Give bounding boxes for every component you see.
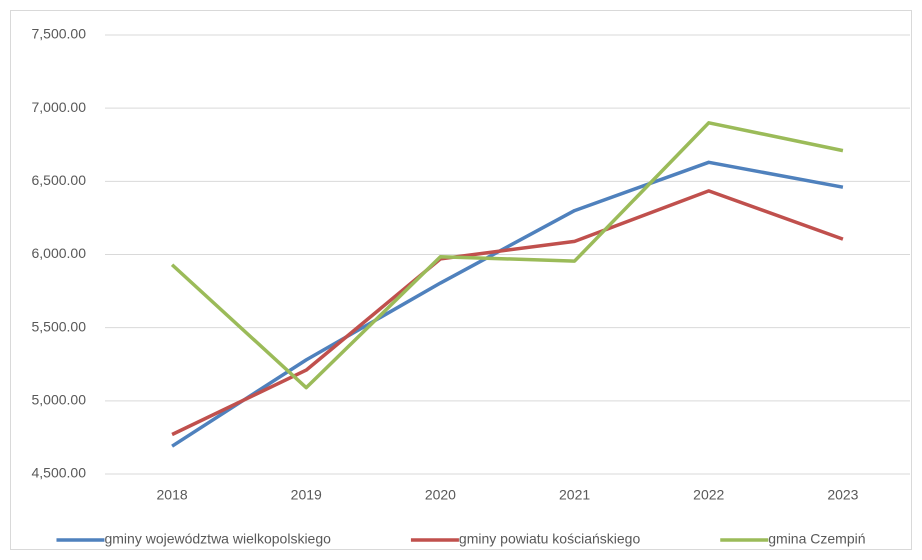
y-tick-label: 6,500.00 — [32, 172, 87, 188]
series-line — [170, 121, 844, 390]
y-tick-label: 7,000.00 — [32, 99, 87, 115]
x-tick-label: 2023 — [827, 487, 858, 503]
legend-label: gminy powiatu kościańskiego — [459, 531, 641, 547]
x-tick-label: 2019 — [291, 487, 322, 503]
y-tick-label: 4,500.00 — [32, 465, 87, 481]
x-tick-label: 2020 — [425, 487, 456, 503]
chart-border — [10, 10, 912, 550]
series-line — [171, 189, 844, 437]
x-tick-label: 2018 — [157, 487, 188, 503]
y-tick-label: 5,500.00 — [32, 318, 87, 334]
y-tick-label: 6,000.00 — [32, 245, 87, 261]
legend-label: gminy województwa wielkopolskiego — [104, 531, 331, 547]
series-line — [171, 160, 844, 448]
y-tick-label: 7,500.00 — [32, 26, 87, 42]
x-tick-label: 2022 — [693, 487, 724, 503]
x-tick-label: 2021 — [559, 487, 590, 503]
y-tick-label: 5,000.00 — [32, 392, 87, 408]
legend-label: gmina Czempiń — [768, 531, 865, 547]
